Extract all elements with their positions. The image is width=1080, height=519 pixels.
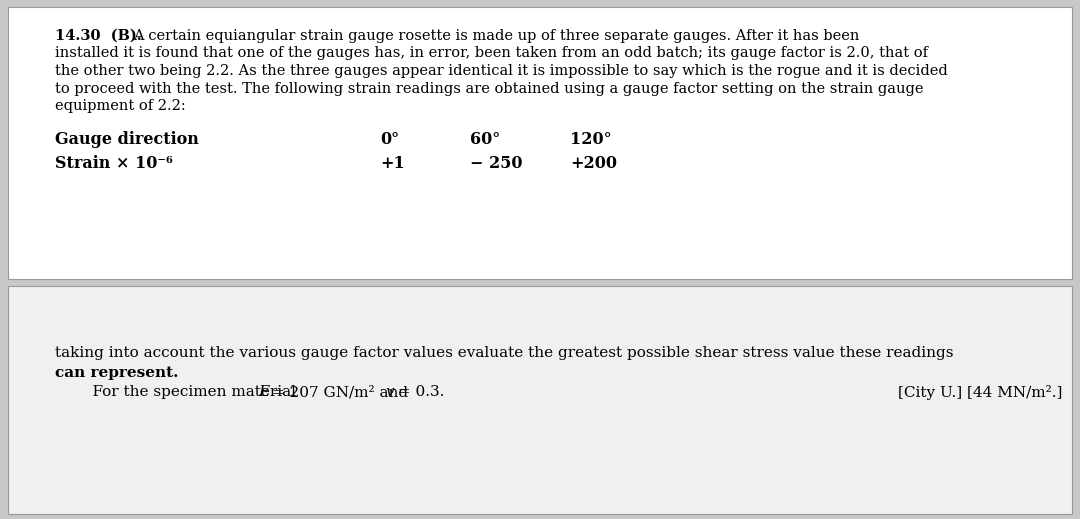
Text: +200: +200: [570, 155, 617, 172]
Text: A certain equiangular strain gauge rosette is made up of three separate gauges. : A certain equiangular strain gauge roset…: [133, 29, 860, 43]
Text: to proceed with the test. The following strain readings are obtained using a gau: to proceed with the test. The following …: [55, 81, 923, 95]
Text: +1: +1: [380, 155, 405, 172]
Text: can represent.: can represent.: [55, 366, 178, 380]
Text: 14.30  (B).: 14.30 (B).: [55, 29, 147, 43]
Bar: [8, 7, 1072, 279]
Text: = 0.3.: = 0.3.: [393, 386, 444, 400]
Text: E: E: [258, 386, 269, 400]
Text: installed it is found that one of the gauges has, in error, been taken from an o: installed it is found that one of the ga…: [55, 47, 928, 61]
Text: − 250: − 250: [470, 155, 523, 172]
Text: v: v: [384, 386, 393, 400]
Text: 0°: 0°: [380, 130, 400, 147]
Text: taking into account the various gauge factor values evaluate the greatest possib: taking into account the various gauge fa…: [55, 346, 954, 360]
Text: [City U.] [44 MN/m².]: [City U.] [44 MN/m².]: [897, 386, 1062, 400]
Text: 60°: 60°: [470, 130, 500, 147]
Text: For the specimen material: For the specimen material: [73, 386, 301, 400]
Text: = 207 GN/m² and: = 207 GN/m² and: [267, 386, 413, 400]
Text: 120°: 120°: [570, 130, 611, 147]
Text: equipment of 2.2:: equipment of 2.2:: [55, 99, 186, 113]
Text: Strain × 10⁻⁶: Strain × 10⁻⁶: [55, 155, 173, 172]
Text: Gauge direction: Gauge direction: [55, 130, 199, 147]
Text: the other two being 2.2. As the three gauges appear identical it is impossible t: the other two being 2.2. As the three ga…: [55, 64, 948, 78]
Bar: [8, 286, 1072, 514]
